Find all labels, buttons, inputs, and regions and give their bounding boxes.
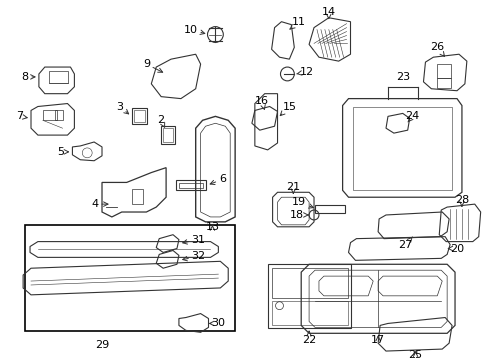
Bar [25, 225, 235, 331]
Text: 6: 6 [210, 175, 225, 185]
Text: 21: 21 [285, 183, 300, 193]
Text: 8: 8 [21, 72, 35, 82]
Text: 29: 29 [95, 340, 109, 350]
Text: 24: 24 [405, 111, 419, 122]
Text: 31: 31 [183, 235, 205, 245]
Text: 16: 16 [254, 96, 268, 109]
Bar [271, 301, 347, 325]
Bar [436, 64, 450, 78]
Bar [271, 268, 347, 298]
Bar [267, 264, 351, 328]
Text: 22: 22 [302, 331, 316, 345]
Text: 32: 32 [183, 251, 205, 261]
Text: 15: 15 [280, 102, 296, 116]
Bar [133, 111, 145, 122]
Bar [131, 108, 147, 124]
Text: 7: 7 [16, 111, 27, 121]
Text: 27: 27 [398, 237, 412, 249]
Bar [163, 128, 173, 142]
Bar [179, 183, 202, 188]
Bar [49, 71, 68, 83]
Bar [161, 126, 175, 144]
Text: 14: 14 [321, 7, 335, 19]
Text: 28: 28 [454, 195, 468, 206]
Text: 3: 3 [116, 102, 128, 114]
Bar [131, 189, 143, 204]
Text: 19: 19 [291, 197, 313, 208]
Text: 23: 23 [395, 72, 409, 82]
Text: 4: 4 [91, 199, 108, 209]
Text: 13: 13 [205, 222, 219, 232]
Text: 20: 20 [447, 243, 463, 253]
Bar [176, 180, 205, 190]
Text: 11: 11 [289, 17, 305, 29]
Text: 25: 25 [407, 350, 422, 360]
Bar [43, 111, 57, 120]
Text: 2: 2 [157, 115, 164, 127]
Text: 5: 5 [57, 147, 68, 157]
Text: 30: 30 [209, 319, 225, 328]
Bar [436, 78, 450, 88]
Text: 12: 12 [296, 67, 313, 77]
Bar [55, 111, 62, 120]
Text: 10: 10 [183, 24, 204, 35]
Bar [353, 107, 451, 190]
Bar [314, 205, 344, 213]
Text: 9: 9 [142, 59, 163, 72]
Text: 26: 26 [429, 42, 444, 57]
Text: 17: 17 [370, 335, 385, 345]
Text: 18: 18 [289, 210, 307, 220]
